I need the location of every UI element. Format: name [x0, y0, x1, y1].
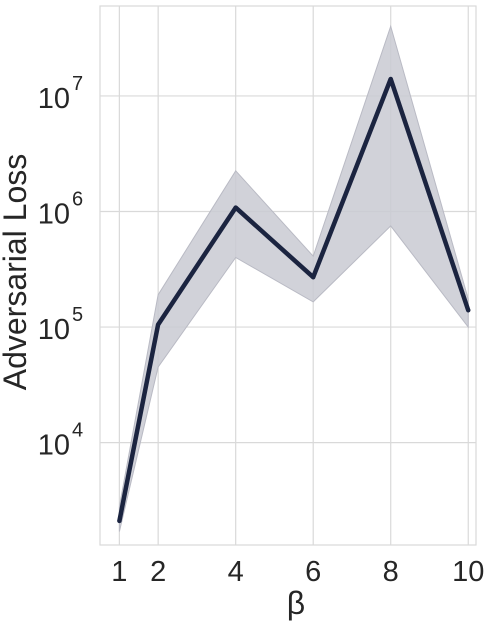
confidence-band — [119, 26, 468, 531]
y-tick-exponent: 4 — [72, 420, 83, 442]
data-point — [117, 519, 121, 523]
y-tick-exponent: 6 — [72, 188, 83, 210]
y-tick-label: 10 7 — [38, 73, 83, 115]
y-tick-base: 10 — [38, 314, 70, 346]
data-point — [311, 275, 315, 279]
data-point — [234, 206, 238, 210]
y-tick-exponent: 7 — [72, 73, 83, 95]
x-tick-label: 10 — [452, 556, 484, 588]
data-point — [156, 323, 160, 327]
y-tick-base: 10 — [38, 198, 70, 230]
x-axis-label: β — [287, 585, 305, 621]
y-tick-exponent: 5 — [72, 304, 83, 326]
y-tick-label: 10 6 — [38, 188, 83, 230]
y-tick-base: 10 — [38, 83, 70, 115]
y-tick-label: 10 5 — [38, 304, 83, 346]
x-tick-label: 1 — [111, 556, 127, 588]
x-tick-label: 8 — [383, 556, 399, 588]
y-axis-label: Adversarial Loss — [0, 154, 33, 391]
y-tick-base: 10 — [38, 430, 70, 462]
x-tick-label: 2 — [150, 556, 166, 588]
data-point — [466, 308, 470, 312]
confidence-band-area — [119, 26, 468, 531]
x-tick-labels: 1 2 4 6 8 10 — [111, 556, 484, 588]
y-tick-label: 10 4 — [38, 420, 83, 462]
x-tick-label: 6 — [305, 556, 321, 588]
data-point — [389, 77, 393, 81]
x-tick-label: 4 — [228, 556, 244, 588]
